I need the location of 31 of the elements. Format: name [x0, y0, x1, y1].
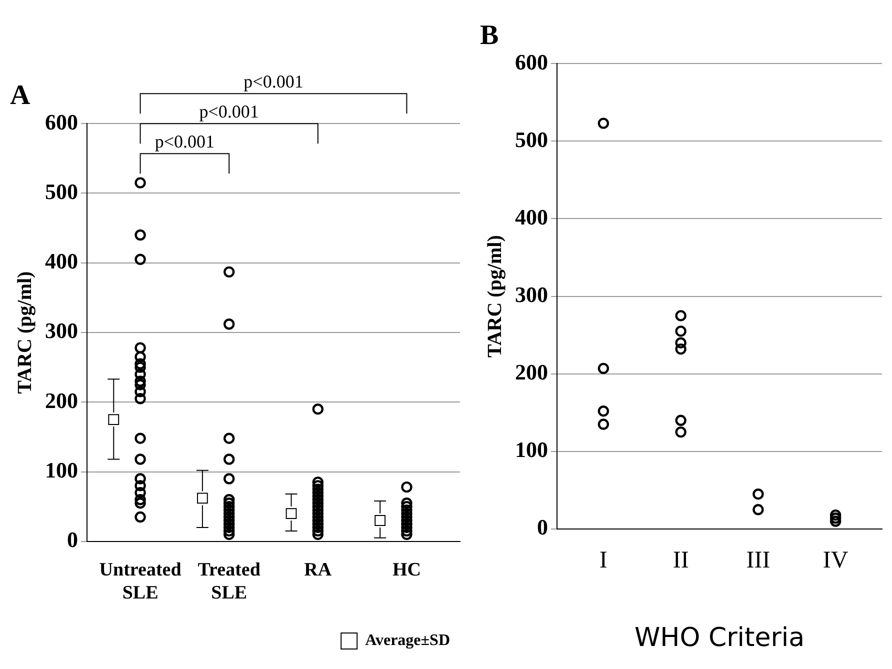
y-tick-label: 0 — [537, 514, 548, 540]
text: p<0.001 — [244, 71, 304, 92]
x-tick-label: Treated SLE — [198, 560, 261, 604]
y-tick-label: 100 — [515, 437, 548, 462]
text: p<0.001 — [199, 101, 259, 122]
y-tick-label: 0 — [67, 527, 78, 552]
chart-title: A — [10, 80, 31, 112]
y-tick-label: 100 — [45, 457, 78, 482]
y-tick-label: 500 — [515, 126, 548, 152]
y-tick-label: 600 — [45, 109, 78, 134]
annotation: p<0.001 — [154, 131, 215, 152]
x-tick-label: IV — [822, 548, 849, 574]
x-tick-label: II — [672, 548, 689, 574]
x-tick-label: Untreated SLE — [99, 560, 182, 604]
y-axis-title: TARC (pg/ml) — [14, 271, 36, 394]
y-axis-title: TARC (pg/ml) — [484, 235, 506, 358]
y-tick-label: 300 — [45, 318, 78, 344]
y-tick-label: 300 — [515, 282, 548, 307]
x-tick-label: HC — [392, 560, 421, 581]
x-tick-label: I — [599, 548, 608, 574]
x-tick-label: RA — [304, 560, 332, 581]
y-tick-label: 200 — [515, 360, 548, 385]
x-axis-title: WHO Criteria — [634, 623, 805, 654]
y-tick-label: 500 — [45, 178, 78, 204]
chart-title: B — [480, 20, 499, 52]
x-tick-label: III — [746, 548, 770, 574]
y-tick-label: 400 — [515, 204, 548, 230]
y-tick-label: 600 — [515, 49, 548, 74]
legend-label: Average±SD — [365, 632, 450, 650]
y-tick-label: 400 — [45, 248, 78, 274]
y-tick-label: 200 — [45, 388, 78, 413]
